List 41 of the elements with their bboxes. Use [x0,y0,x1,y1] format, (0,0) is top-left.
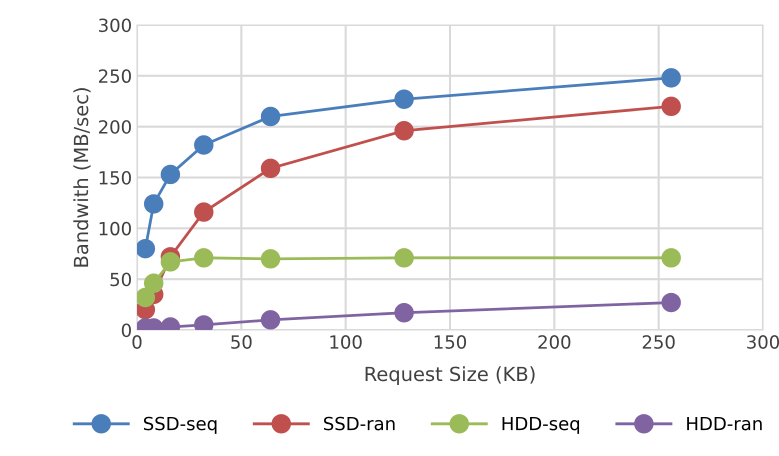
y-tick-label: 0 [122,323,131,338]
x-axis-title: Request Size (KB) [366,366,535,386]
y-tick-label: 100 [100,222,131,236]
legend-label: HDD-seq [502,416,580,434]
y-tick-label: 200 [99,120,131,134]
point [661,248,681,268]
y-tick-label: 250 [99,69,131,83]
y-tick-label: 300 [99,18,131,32]
x-tick-label: 200 [538,335,570,349]
x-tick-label: 300 [747,335,779,349]
point [144,194,164,214]
legend-label: HDD-ran [687,416,762,430]
y-tick-label: 150 [100,170,131,185]
point [661,292,681,312]
y-tick-label: 50 [110,272,131,286]
x-tick-label: 150 [434,335,466,349]
point [160,164,180,184]
y-axis-title: Bandwith (MB/sec) [73,88,91,267]
point [260,106,280,126]
point [661,68,681,88]
legend-label: SSD-seq [144,416,216,434]
point [260,249,280,269]
point [260,158,280,178]
point [394,121,414,140]
x-tick-label: 250 [642,335,675,349]
x-tick-label: 100 [330,335,362,349]
point [260,310,280,330]
x-tick-label: 0 [132,335,142,349]
x-tick-label: 50 [231,335,252,349]
point [394,89,414,109]
point [137,238,156,258]
point [394,248,414,268]
point [144,274,164,293]
point [160,252,180,272]
legend-label: SSD-ran [324,416,395,430]
point [394,302,414,322]
point [137,288,156,308]
point [661,96,681,116]
point [194,248,214,268]
point [194,135,214,155]
point [194,202,214,222]
